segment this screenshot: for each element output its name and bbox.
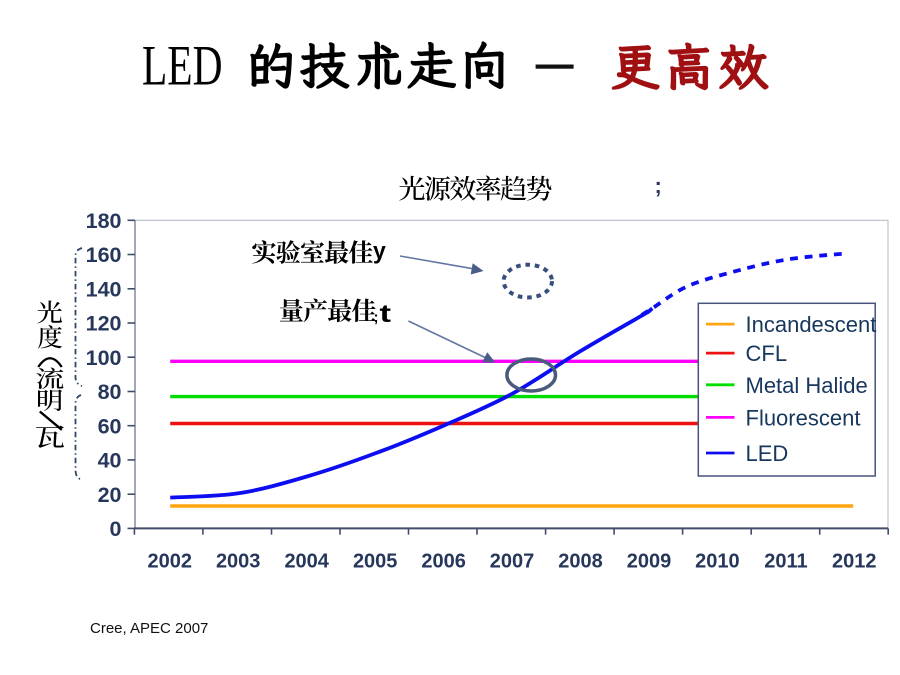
svg-text:2005: 2005 <box>353 551 398 573</box>
svg-text:140: 140 <box>86 278 122 302</box>
svg-text:2006: 2006 <box>421 551 466 573</box>
svg-text:Metal Halide: Metal Halide <box>746 373 868 398</box>
svg-text:2012: 2012 <box>832 551 877 573</box>
svg-text:180: 180 <box>86 209 122 233</box>
svg-text:LED: LED <box>142 34 223 97</box>
svg-text:2002: 2002 <box>148 551 193 573</box>
svg-text:80: 80 <box>98 380 122 404</box>
svg-text:60: 60 <box>98 414 122 438</box>
svg-text:2009: 2009 <box>627 551 672 573</box>
svg-text:CFL: CFL <box>746 341 788 366</box>
svg-text:2008: 2008 <box>558 551 603 573</box>
svg-text:LED: LED <box>746 441 789 466</box>
svg-text:100: 100 <box>86 346 122 370</box>
svg-text:t: t <box>380 300 392 328</box>
svg-text:2004: 2004 <box>284 551 329 573</box>
svg-text:2003: 2003 <box>216 551 261 573</box>
svg-text:Cree, APEC 2007: Cree, APEC 2007 <box>90 620 208 637</box>
svg-text:y: y <box>373 238 386 264</box>
svg-text:2011: 2011 <box>764 551 807 573</box>
svg-text:;: ; <box>655 173 662 198</box>
svg-text:20: 20 <box>98 483 122 507</box>
svg-text:120: 120 <box>86 312 122 336</box>
svg-text:160: 160 <box>86 243 122 267</box>
svg-text:Fluorescent: Fluorescent <box>746 405 861 430</box>
svg-text:2010: 2010 <box>695 551 740 573</box>
svg-text:2007: 2007 <box>490 551 535 573</box>
svg-text:40: 40 <box>98 449 122 473</box>
svg-text:0: 0 <box>110 517 122 541</box>
svg-text:;: ; <box>374 309 379 326</box>
svg-text:Incandescent: Incandescent <box>746 312 877 337</box>
